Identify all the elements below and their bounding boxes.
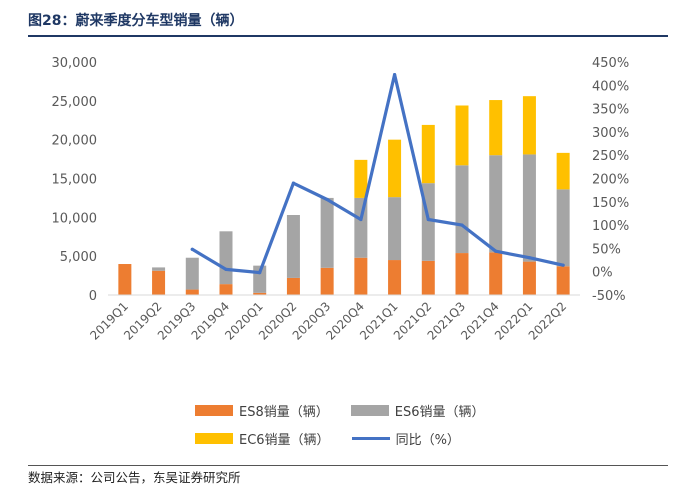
y-left-tick-label: 30,000 <box>52 56 98 71</box>
y-left-tick-label: 25,000 <box>52 95 98 110</box>
sales-chart: 0 5,000 10,000 15,000 20,000 25,000 30,000 -50%… <box>52 56 630 343</box>
legend-label-es6: ES6销量（辆） <box>394 404 485 420</box>
bar-es6-2019Q2 <box>152 267 166 271</box>
bar-es8-2020Q4 <box>354 257 368 295</box>
title-rule <box>28 35 668 37</box>
yoy-point-2021Q2 <box>426 217 430 222</box>
y-right-tick-label: 100% <box>592 219 629 234</box>
y-left-tick-label: 15,000 <box>52 173 98 188</box>
legend-label-yoy: 同比（%） <box>395 432 460 448</box>
yoy-point-2022Q2 <box>561 263 565 267</box>
bar-ec6-2022Q1 <box>522 96 536 155</box>
y-right-tick-label: 300% <box>592 126 629 141</box>
legend-swatch-es6 <box>350 404 389 416</box>
bar-es8-2020Q2 <box>286 277 300 295</box>
bar-ec6-2021Q4 <box>489 100 503 156</box>
source-note: 数据来源：公司公告，东吴证券研究所 <box>28 470 241 485</box>
yoy-point-2020Q2 <box>291 181 296 185</box>
figure-title: 图28：蔚来季度分车型销量（辆） <box>28 13 244 29</box>
yoy-point-2019Q3 <box>190 247 194 251</box>
bar-es8-2022Q2 <box>556 266 570 295</box>
legend-swatch-es8 <box>195 404 233 416</box>
yoy-line <box>190 72 565 275</box>
bar-ec6-2020Q4 <box>354 159 368 198</box>
bar-es8-2019Q4 <box>219 284 233 295</box>
y-right-tick-label: 0% <box>592 266 613 281</box>
y-right-tick-label: 200% <box>592 173 629 188</box>
source-rule <box>28 465 668 466</box>
bar-es6-2020Q4 <box>354 197 368 258</box>
axes-layer: 0 5,000 10,000 15,000 20,000 25,000 30,000 -50%… <box>52 56 630 343</box>
legend-item-yoy: 同比（%） <box>351 429 460 448</box>
bar-es6-2021Q3 <box>455 165 469 254</box>
bar-es8-2020Q1 <box>253 292 267 295</box>
bar-es6-2022Q1 <box>522 154 536 262</box>
yoy-point-2021Q1 <box>392 72 397 77</box>
bar-es6-2022Q2 <box>556 189 570 267</box>
bar-es8-2021Q3 <box>455 253 469 295</box>
bar-es8-2021Q2 <box>421 260 435 295</box>
yoy-point-2022Q1 <box>527 256 532 260</box>
legend-item-es8: ES8销量（辆） <box>195 401 329 420</box>
bar-es6-2020Q2 <box>286 215 300 278</box>
bar-es8-2021Q4 <box>489 252 503 295</box>
y-left-tick-label: 0 <box>89 289 97 304</box>
bar-ec6-2021Q1 <box>388 139 402 198</box>
bar-es8-2020Q3 <box>320 267 334 295</box>
bar-es6-2021Q4 <box>489 155 503 253</box>
yoy-point-2021Q4 <box>494 249 498 253</box>
legend-swatch-yoy <box>351 436 390 440</box>
yoy-point-2019Q4 <box>224 267 228 271</box>
legend: ES8销量（辆） ES6销量（辆） EC6销量（辆） 同比（%） <box>195 396 535 452</box>
bar-es6-2020Q3 <box>320 197 334 268</box>
y-right-tick-label: 350% <box>592 103 629 118</box>
yoy-point-2020Q3 <box>325 197 329 202</box>
y-right-tick-label: 50% <box>592 242 621 257</box>
bar-ec6-2022Q2 <box>556 152 570 190</box>
y-right-tick-label: 400% <box>592 79 629 94</box>
legend-swatch-ec6 <box>195 432 233 444</box>
bar-ec6-2021Q3 <box>455 105 469 166</box>
y-left-tick-label: 20,000 <box>52 134 98 149</box>
y-right-tick-label: 450% <box>592 56 629 71</box>
yoy-point-2021Q3 <box>460 223 464 227</box>
yoy-point-2020Q1 <box>258 271 262 275</box>
bars-layer <box>118 96 570 295</box>
bar-es6-2019Q3 <box>185 257 199 290</box>
bar-es8-2021Q1 <box>388 260 402 295</box>
y-right-tick-label: -50% <box>592 289 626 304</box>
y-left-tick-label: 5,000 <box>60 250 97 265</box>
bar-es8-2019Q3 <box>185 289 199 295</box>
bar-es6-2021Q1 <box>388 197 402 261</box>
bar-es8-2019Q1 <box>118 264 132 295</box>
legend-label-es8: ES8销量（辆） <box>239 404 329 420</box>
bar-es8-2022Q1 <box>522 261 536 295</box>
x-tick-label-2022Q2: 2022Q2 <box>526 299 570 343</box>
y-left-tick-label: 10,000 <box>52 211 98 226</box>
yoy-line-layer <box>190 72 565 275</box>
y-right-tick-label: 250% <box>592 149 629 164</box>
bar-es8-2019Q2 <box>152 270 166 295</box>
legend-label-ec6: EC6销量（辆） <box>239 432 330 448</box>
bar-es6-2019Q4 <box>219 231 233 285</box>
legend-item-es6: ES6销量（辆） <box>350 401 485 420</box>
legend-item-ec6: EC6销量（辆） <box>195 429 330 448</box>
bar-ec6-2021Q2 <box>421 124 435 184</box>
yoy-point-2020Q4 <box>359 217 363 222</box>
y-right-tick-label: 150% <box>592 196 629 211</box>
